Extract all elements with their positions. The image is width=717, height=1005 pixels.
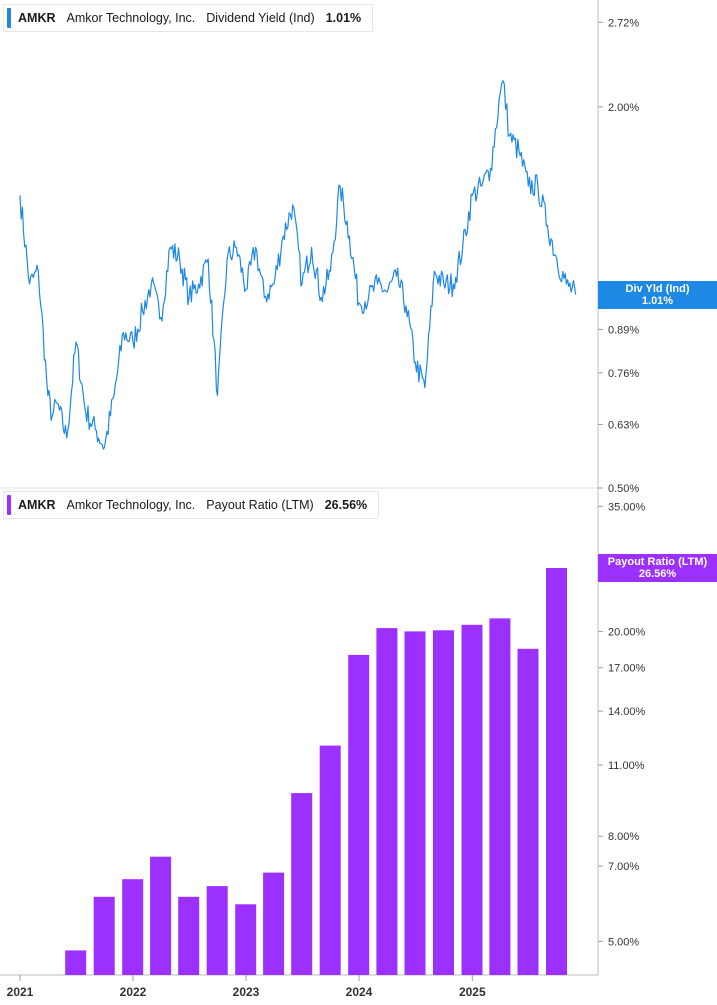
payout-bar (150, 856, 172, 975)
yield-y-tick-label: 0.89% (608, 324, 639, 336)
x-tick-label: 2025 (459, 985, 486, 999)
yield-y-tick-label: 2.00% (608, 102, 639, 114)
payout-y-tick-label: 8.00% (608, 831, 639, 843)
payout-legend-company: Amkor Technology, Inc. (66, 498, 196, 512)
yield-legend-company: Amkor Technology, Inc. (66, 11, 196, 25)
payout-bar (263, 872, 285, 975)
x-tick-label: 2024 (346, 985, 373, 999)
payout-tag-title: Payout Ratio (LTM) (607, 555, 708, 568)
payout-bars (65, 568, 567, 975)
yield-y-tick-label: 0.76% (608, 368, 639, 380)
yield-legend: AMKR Amkor Technology, Inc. Dividend Yie… (3, 4, 374, 32)
payout-y-axis: 35.00% 20.00% 17.00% 14.00% 11.00% 8.00% 7.00%… (598, 501, 646, 948)
yield-y-tick-label: 0.50% (608, 483, 639, 495)
payout-bar (65, 950, 87, 975)
payout-y-tick-label: 35.00% (608, 501, 646, 513)
payout-bar (376, 628, 398, 975)
yield-legend-value: 1.01% (325, 11, 362, 25)
yield-legend-ticker: AMKR (18, 11, 56, 25)
payout-legend-value: 26.56% (324, 498, 368, 512)
yield-y-tick-label: 0.63% (608, 419, 639, 431)
payout-bar (122, 879, 144, 975)
payout-bar (489, 618, 511, 975)
payout-y-tick-label: 11.00% (608, 760, 645, 772)
payout-legend-metric: Payout Ratio (LTM) (206, 498, 314, 512)
x-axis: 2021 2022 2023 2024 2025 (7, 975, 486, 999)
yield-value-tag: Div Yld (Ind) 1.01% (598, 280, 717, 309)
payout-bar (93, 896, 115, 975)
payout-legend-swatch (7, 495, 11, 515)
payout-bar (348, 654, 370, 975)
payout-bar (404, 631, 426, 975)
payout-y-tick-label: 20.00% (608, 626, 646, 638)
x-tick-label: 2022 (120, 985, 147, 999)
payout-y-tick-label: 17.00% (608, 663, 646, 675)
payout-bar (517, 648, 539, 975)
payout-y-tick-label: 5.00% (608, 936, 639, 948)
payout-bar (319, 745, 341, 975)
payout-bar (461, 624, 483, 975)
payout-bar (178, 896, 200, 975)
payout-y-tick-label: 14.00% (608, 706, 646, 718)
yield-y-axis: 2.72% 2.00% 0.89% 0.76% 0.63% 0.50% (598, 17, 639, 495)
yield-legend-swatch (7, 8, 11, 28)
payout-value-tag: Payout Ratio (LTM) 26.56% (598, 553, 717, 582)
x-tick-label: 2023 (233, 985, 260, 999)
yield-tag-title: Div Yld (Ind) (625, 282, 690, 295)
payout-y-tick-label: 7.00% (608, 861, 639, 873)
payout-bar (206, 886, 228, 975)
payout-legend: AMKR Amkor Technology, Inc. Payout Ratio… (3, 491, 380, 519)
x-tick-label: 2021 (7, 985, 34, 999)
payout-bar (291, 793, 313, 975)
payout-bar (433, 630, 454, 975)
yield-tag-value: 1.01% (641, 294, 674, 307)
payout-legend-ticker: AMKR (18, 498, 56, 512)
payout-bar (235, 904, 257, 975)
payout-tag-value: 26.56% (638, 567, 677, 580)
dividend-yield-line (19, 80, 577, 450)
yield-y-tick-label: 2.72% (608, 17, 639, 29)
yield-legend-metric: Dividend Yield (Ind) (206, 11, 315, 25)
payout-bar (546, 568, 567, 975)
